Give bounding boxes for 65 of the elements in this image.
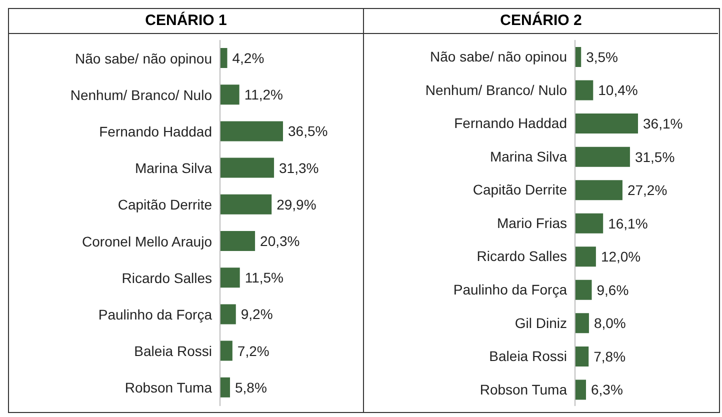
bar: [220, 121, 283, 142]
data-label: 6,3%: [590, 382, 623, 398]
bar: [575, 213, 604, 234]
bar: [220, 84, 240, 105]
bar: [575, 146, 630, 167]
bar: [220, 194, 272, 214]
bar: [220, 340, 232, 361]
y-tick-label: Não sabe/ não opinou: [75, 50, 212, 66]
data-label: 10,4%: [598, 82, 638, 98]
data-label: 11,5%: [244, 270, 284, 286]
bar: [575, 180, 622, 200]
y-tick-label: Nenhum/ Branco/ Nulo: [70, 86, 212, 103]
data-label: 16,1%: [608, 215, 648, 232]
data-label: 9,6%: [596, 282, 629, 298]
y-tick-label: Nenhum/ Branco/ Nulo: [425, 82, 568, 98]
y-tick-label: Robson Tuma: [480, 381, 568, 398]
chart-title: CENÁRIO 1: [9, 9, 363, 34]
bar: [575, 280, 592, 300]
data-label: 36,5%: [288, 123, 328, 140]
bar: [575, 114, 638, 134]
y-tick-label: Gil Diniz: [514, 314, 567, 331]
data-label: 36,1%: [643, 116, 683, 132]
data-label: 5,8%: [235, 379, 267, 396]
y-tick-label: Robson Tuma: [124, 380, 212, 396]
y-tick-label: Ricardo Salles: [476, 248, 567, 264]
y-tick-label: Capitão Derrite: [118, 196, 212, 213]
y-tick-label: Capitão Derrite: [472, 182, 568, 198]
bar: [575, 80, 594, 100]
y-tick-label: Fernando Haddad: [99, 123, 212, 140]
y-tick-label: Fernando Haddad: [454, 115, 567, 132]
y-tick-label: Coronel Mello Araujo: [82, 233, 212, 250]
bar: [220, 268, 240, 288]
data-label: 12,0%: [600, 248, 641, 265]
y-tick-label: Baleia Rossi: [489, 348, 567, 364]
data-label: 31,3%: [279, 160, 319, 176]
data-label: 7,8%: [594, 348, 626, 364]
y-tick-label: Marina Silva: [134, 160, 212, 176]
data-label: 8,0%: [594, 315, 626, 332]
bar: [220, 48, 228, 68]
bar: [220, 304, 236, 324]
y-tick-label: Marina Silva: [490, 148, 568, 164]
y-tick-label: Não sabe/ não opinou: [430, 48, 567, 65]
bar: [575, 346, 589, 366]
data-label: 11,2%: [244, 86, 284, 103]
data-label: 27,2%: [627, 182, 668, 198]
y-tick-label: Paulinho da Força: [98, 306, 212, 322]
bar: [575, 380, 586, 400]
data-label: 9,2%: [240, 306, 273, 322]
y-tick-label: Mario Frias: [496, 214, 567, 231]
bar: [575, 47, 582, 67]
data-label: 20,3%: [260, 232, 300, 249]
bar: [220, 231, 256, 251]
chart-title: CENÁRIO 2: [364, 9, 718, 34]
bar: [220, 158, 274, 178]
y-tick-label: Paulinho da Força: [453, 282, 568, 298]
y-tick-label: Baleia Rossi: [134, 343, 212, 360]
y-tick-label: Ricardo Salles: [122, 270, 212, 286]
bar: [575, 246, 596, 267]
data-label: 3,5%: [586, 48, 618, 65]
data-label: 29,9%: [276, 196, 316, 212]
data-label: 4,2%: [232, 50, 264, 66]
data-label: 31,5%: [634, 148, 675, 165]
bar: [575, 313, 589, 334]
bar: [220, 377, 230, 398]
data-label: 7,2%: [237, 342, 270, 359]
